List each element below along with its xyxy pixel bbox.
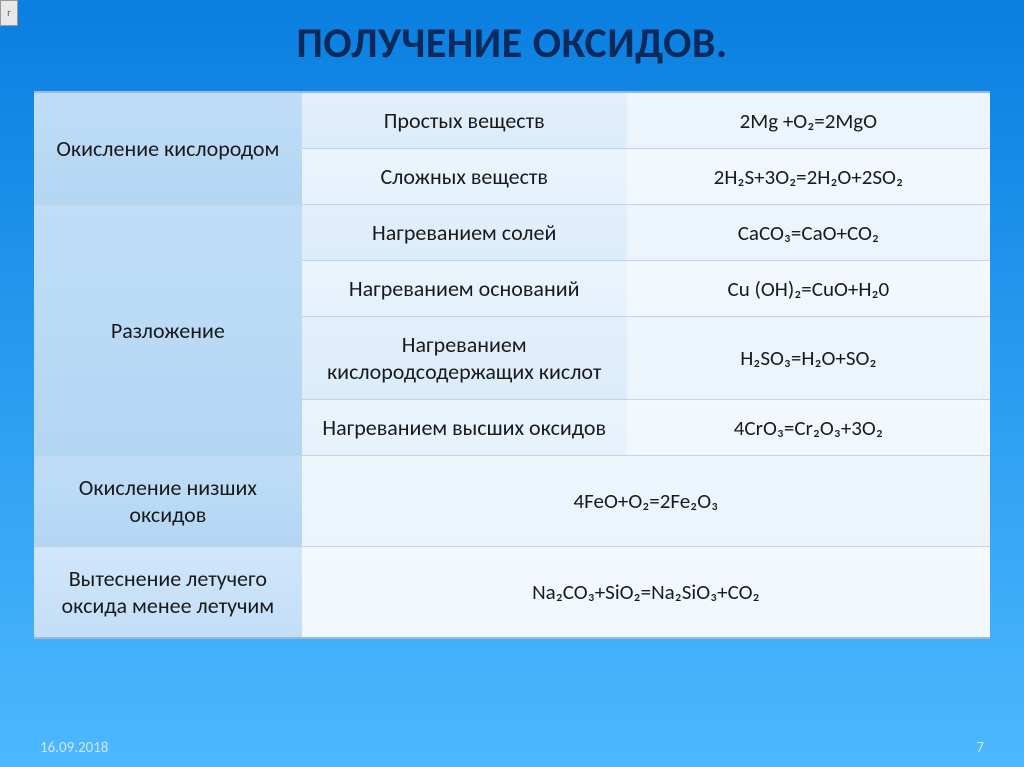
sub-cell: Нагреванием высших оксидов: [302, 400, 627, 456]
table-row: Окисление кислородом Простых веществ 2Mg…: [34, 92, 990, 149]
footer-date: 16.09.2018: [40, 739, 108, 757]
method-cell-decomposition: Разложение: [34, 205, 302, 456]
sub-cell: Сложных веществ: [302, 149, 627, 205]
corner-tab: г: [0, 0, 18, 26]
formula-cell: Na₂CO₃+SiO₂=Na₂SiO₃+CO₂: [302, 547, 990, 639]
formula-cell: H₂SO₃=H₂O+SO₂: [627, 317, 990, 400]
formula-cell: Cu (OH)₂=CuO+H₂0: [627, 261, 990, 317]
footer-page: 7: [976, 739, 984, 757]
slide-footer: 16.09.2018 7: [40, 739, 984, 757]
sub-cell: Нагреванием солей: [302, 205, 627, 261]
method-cell-low-oxides: Окисление низших оксидов: [34, 456, 302, 547]
formula-cell: 4CrO₃=Cr₂O₃+3O₂: [627, 400, 990, 456]
formula-cell: CaCO₃=CaO+CO₂: [627, 205, 990, 261]
table-row: Разложение Нагреванием солей CaCO₃=CaO+C…: [34, 205, 990, 261]
table-row: Окисление низших оксидов 4FeO+О₂=2Fe₂O₃: [34, 456, 990, 547]
sub-cell: Нагреванием оснований: [302, 261, 627, 317]
slide-title: ПОЛУЧЕНИЕ ОКСИДОВ.: [0, 0, 1024, 91]
method-cell-volatile: Вытеснение летучего оксида менее летучим: [34, 547, 302, 639]
method-cell-oxidation: Окисление кислородом: [34, 92, 302, 205]
formula-cell: 4FeO+О₂=2Fe₂O₃: [302, 456, 990, 547]
sub-cell: Простых веществ: [302, 92, 627, 149]
sub-cell: Нагреванием кислородсодержащих кислот: [302, 317, 627, 400]
oxides-table: Окисление кислородом Простых веществ 2Mg…: [34, 91, 990, 639]
formula-cell: 2H₂S+3O₂=2H₂O+2SO₂: [627, 149, 990, 205]
table-row: Вытеснение летучего оксида менее летучим…: [34, 547, 990, 639]
formula-cell: 2Mg +O₂=2MgO: [627, 92, 990, 149]
